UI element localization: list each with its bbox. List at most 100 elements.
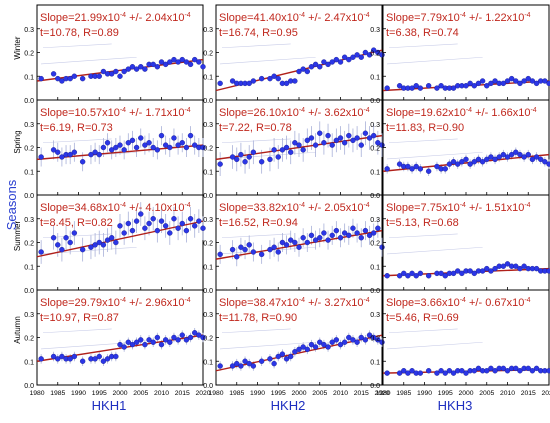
data-point — [242, 159, 248, 165]
data-point — [350, 225, 356, 231]
data-point — [401, 270, 407, 277]
data-point — [304, 137, 310, 144]
y-tick-label: 0.2 — [370, 51, 380, 58]
slope-annotation: Slope=19.62x10-4 +/- 1.66x10-4 — [386, 107, 537, 119]
data-point — [92, 149, 98, 155]
data-point — [104, 237, 111, 243]
x-tick-label: 1990 — [417, 390, 432, 397]
slope-annotation: Slope=26.10x10-4 +/- 3.62x10-4 — [219, 107, 370, 119]
y-tick-label: 0.1 — [370, 74, 380, 81]
data-point — [229, 154, 236, 160]
data-point — [250, 249, 257, 255]
data-point — [121, 147, 127, 153]
data-point — [200, 225, 206, 231]
data-point — [329, 232, 335, 239]
slope-annotation: Slope=7.75x10-4 +/- 1.51x10-4 — [386, 202, 531, 214]
stats-annotation: t=6.38, R=0.74 — [386, 27, 459, 39]
data-point — [283, 80, 290, 87]
x-tick-label: 2000 — [291, 390, 306, 397]
faint-line — [219, 56, 316, 65]
panel-autumn-hkh1: 0.0 0.1 0.2 0.3 1980 1985 1990 1995 2000 2005 2010… — [13, 289, 211, 397]
data-point — [275, 154, 281, 160]
data-point — [333, 56, 340, 63]
data-point — [304, 346, 310, 353]
data-point — [517, 368, 523, 374]
data-point — [96, 151, 102, 158]
data-point — [325, 61, 331, 68]
data-point — [296, 142, 302, 148]
data-point — [438, 368, 444, 374]
data-point — [362, 49, 369, 56]
data-point — [434, 163, 440, 170]
y-tick-label: 0.0 — [24, 383, 34, 390]
data-point — [275, 75, 281, 82]
fit-line — [36, 220, 204, 258]
data-point — [333, 337, 340, 343]
data-point — [375, 140, 381, 146]
data-point — [55, 149, 61, 155]
data-point — [217, 80, 223, 87]
data-point — [162, 223, 169, 229]
data-point — [117, 341, 123, 348]
data-point — [142, 66, 148, 72]
data-point — [459, 159, 465, 165]
data-point — [300, 235, 306, 241]
data-point — [183, 59, 190, 65]
data-point — [325, 344, 331, 350]
stats-annotation: t=7.22, R=0.78 — [219, 122, 292, 134]
data-point — [471, 270, 477, 277]
data-point — [258, 251, 265, 258]
data-point — [246, 80, 252, 87]
data-point — [341, 230, 348, 236]
y-tick-label: 0.2 — [370, 146, 380, 153]
faint-line — [386, 341, 483, 350]
x-tick-label: 2020 — [541, 390, 550, 397]
data-point — [341, 339, 348, 345]
y-tick-label: 0.2 — [203, 146, 213, 153]
data-point — [142, 225, 148, 231]
data-point — [341, 54, 348, 60]
data-point — [171, 135, 177, 141]
data-point — [362, 337, 369, 343]
x-tick-label: 1995 — [438, 390, 453, 397]
faint-line — [386, 151, 483, 160]
data-point — [371, 334, 377, 341]
data-point — [525, 365, 531, 372]
data-point — [417, 370, 424, 376]
data-point — [288, 237, 294, 243]
data-point — [238, 244, 244, 250]
data-point — [250, 78, 257, 84]
data-point — [467, 161, 473, 167]
data-point — [162, 142, 169, 148]
data-point — [546, 80, 550, 87]
y-tick-label: 0.0 — [24, 193, 34, 200]
panel-autumn-hkh2: 0.0 0.1 0.2 0.3 1980 1985 1990 1995 2000 2005 2010… — [203, 289, 390, 397]
data-point — [288, 149, 294, 155]
data-point — [450, 270, 457, 277]
data-point — [546, 368, 550, 374]
data-point — [312, 61, 319, 68]
data-point — [158, 132, 165, 139]
faint-line — [386, 56, 483, 65]
data-point — [179, 332, 185, 338]
y-tick-label: 0.1 — [24, 169, 34, 176]
data-point — [50, 353, 57, 360]
data-point — [375, 337, 381, 343]
data-point — [171, 56, 177, 63]
data-point — [488, 80, 494, 87]
x-tick-label: 1980 — [208, 390, 223, 397]
y-tick-label: 0.1 — [203, 74, 213, 81]
y-tick-label: 0.0 — [203, 193, 213, 200]
x-tick-label: 1980 — [375, 390, 390, 397]
data-point — [167, 230, 173, 236]
y-tick-label: 0.0 — [370, 288, 380, 295]
data-point — [354, 52, 360, 58]
data-point — [292, 239, 298, 246]
y-tick-label: 0.0 — [370, 383, 380, 390]
y-tick-label: 0.1 — [24, 264, 34, 271]
data-point — [133, 66, 140, 72]
data-point — [337, 59, 344, 65]
data-point — [533, 365, 540, 372]
